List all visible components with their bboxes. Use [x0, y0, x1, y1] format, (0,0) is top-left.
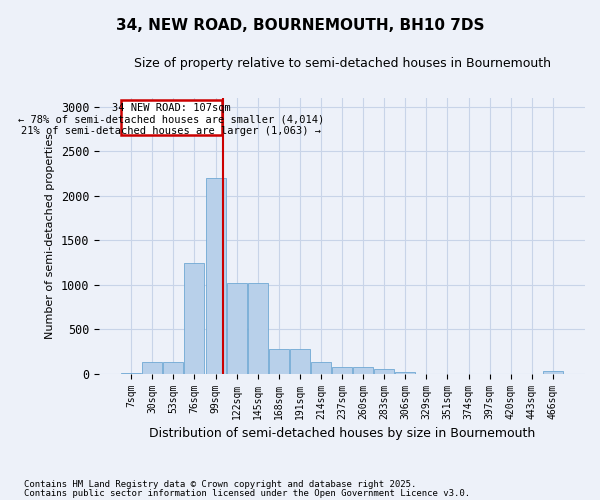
Bar: [163, 362, 184, 374]
Bar: [374, 369, 394, 374]
Bar: [248, 283, 268, 374]
Text: 34 NEW ROAD: 107sqm: 34 NEW ROAD: 107sqm: [112, 102, 230, 113]
Text: ← 78% of semi-detached houses are smaller (4,014): ← 78% of semi-detached houses are smalle…: [18, 114, 325, 124]
Text: Contains HM Land Registry data © Crown copyright and database right 2025.: Contains HM Land Registry data © Crown c…: [24, 480, 416, 489]
Bar: [353, 368, 373, 374]
Bar: [395, 372, 415, 374]
X-axis label: Distribution of semi-detached houses by size in Bournemouth: Distribution of semi-detached houses by …: [149, 427, 535, 440]
Bar: [121, 373, 141, 374]
Bar: [332, 367, 352, 374]
Bar: [142, 362, 162, 374]
Title: Size of property relative to semi-detached houses in Bournemouth: Size of property relative to semi-detach…: [134, 58, 551, 70]
Bar: [311, 362, 331, 374]
Bar: [227, 283, 247, 374]
Text: Contains public sector information licensed under the Open Government Licence v3: Contains public sector information licen…: [24, 490, 470, 498]
Bar: [543, 371, 563, 374]
Text: 21% of semi-detached houses are larger (1,063) →: 21% of semi-detached houses are larger (…: [21, 126, 321, 136]
Bar: [290, 349, 310, 374]
FancyBboxPatch shape: [121, 100, 222, 136]
Bar: [184, 262, 205, 374]
Bar: [269, 349, 289, 374]
Text: 34, NEW ROAD, BOURNEMOUTH, BH10 7DS: 34, NEW ROAD, BOURNEMOUTH, BH10 7DS: [116, 18, 484, 32]
Bar: [206, 178, 226, 374]
Y-axis label: Number of semi-detached properties: Number of semi-detached properties: [46, 133, 55, 339]
